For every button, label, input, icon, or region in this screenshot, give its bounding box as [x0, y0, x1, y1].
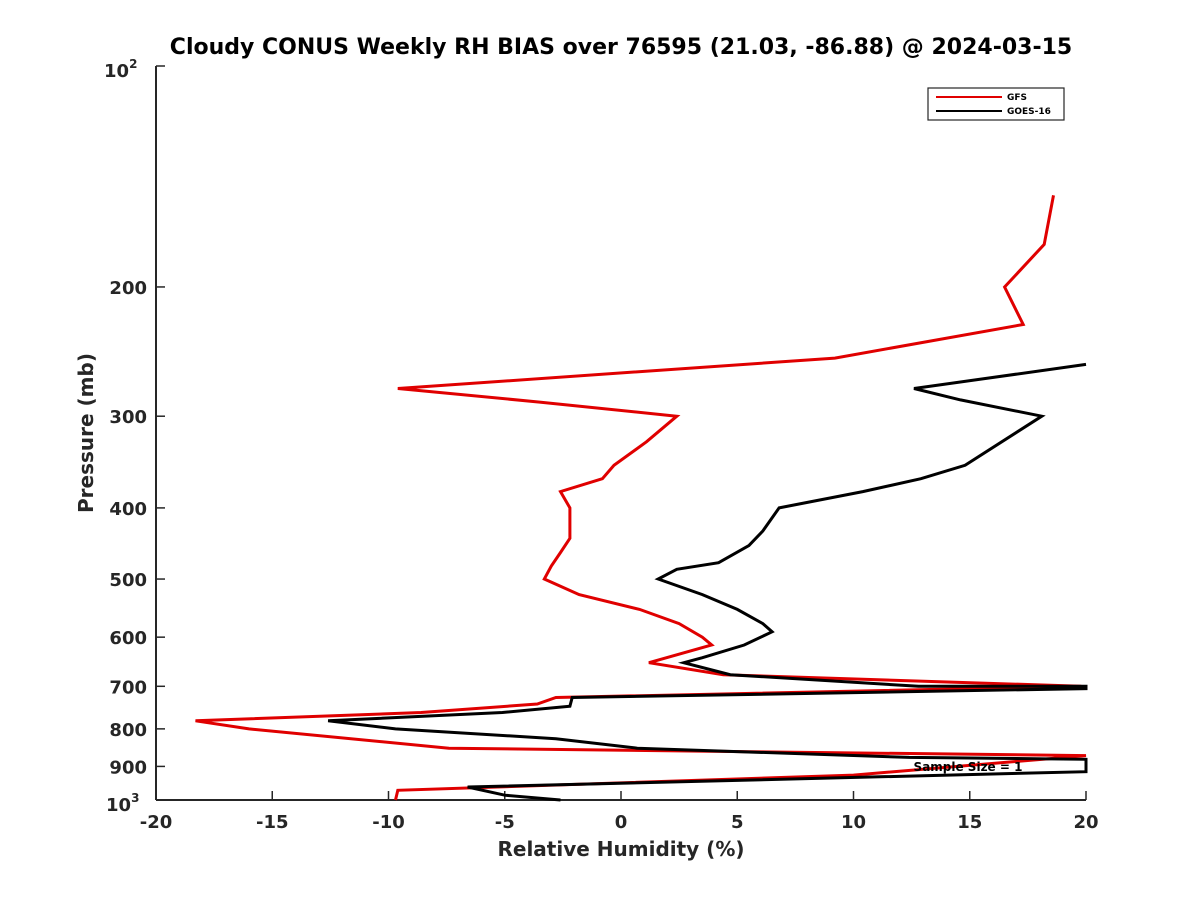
x-tick-label: -15	[256, 812, 289, 833]
x-tick-label: 10	[841, 812, 866, 833]
x-tick-label: -20	[140, 812, 173, 833]
x-tick-label: 20	[1073, 812, 1098, 833]
x-tick-label: -5	[495, 812, 515, 833]
y-top-label-base: 10	[104, 61, 129, 82]
x-ticks: -20 -15 -10 -5 0 5 10 15 20	[140, 791, 1099, 833]
x-tick-label: 15	[957, 812, 982, 833]
legend-box	[927, 87, 1065, 121]
x-axis-label: Relative Humidity (%)	[497, 837, 744, 861]
y-top-label-exp: 2	[129, 57, 137, 71]
legend-label-goes-16: GOES-16	[1007, 107, 1051, 117]
y-tick-label: 500	[109, 570, 147, 591]
y-tick-label: 900	[109, 757, 147, 778]
y-tick-label: 700	[109, 677, 147, 698]
legend-label-gfs: GFS	[1007, 93, 1027, 103]
legend: GFS GOES-16	[927, 87, 1065, 121]
series-line-gfs	[195, 195, 1087, 801]
y-bottom-label-base: 10	[106, 795, 131, 816]
y-end-labels: 102 103	[104, 57, 139, 816]
y-axis-label: Pressure (mb)	[74, 353, 98, 513]
y-tick-label: 300	[109, 407, 147, 428]
x-tick-label: 5	[731, 812, 744, 833]
y-tick-label: 200	[109, 278, 147, 299]
y-tick-label: 600	[109, 628, 147, 649]
x-tick-label: 0	[615, 812, 628, 833]
y-top-label: 102	[104, 57, 137, 82]
y-bottom-label: 103	[106, 791, 139, 816]
y-bottom-label-exp: 3	[131, 791, 139, 805]
series-line-goes-16	[327, 362, 1088, 802]
x-tick-label: -10	[372, 812, 405, 833]
y-tick-label: 400	[109, 499, 147, 520]
chart-title: Cloudy CONUS Weekly RH BIAS over 76595 (…	[170, 35, 1072, 60]
y-ticks: 200 300 400 500 600 700 800 900	[109, 65, 165, 801]
sample-size-annotation: Sample Size = 1	[914, 760, 1023, 774]
y-tick-label: 800	[109, 720, 147, 741]
series-layer	[195, 195, 1088, 802]
